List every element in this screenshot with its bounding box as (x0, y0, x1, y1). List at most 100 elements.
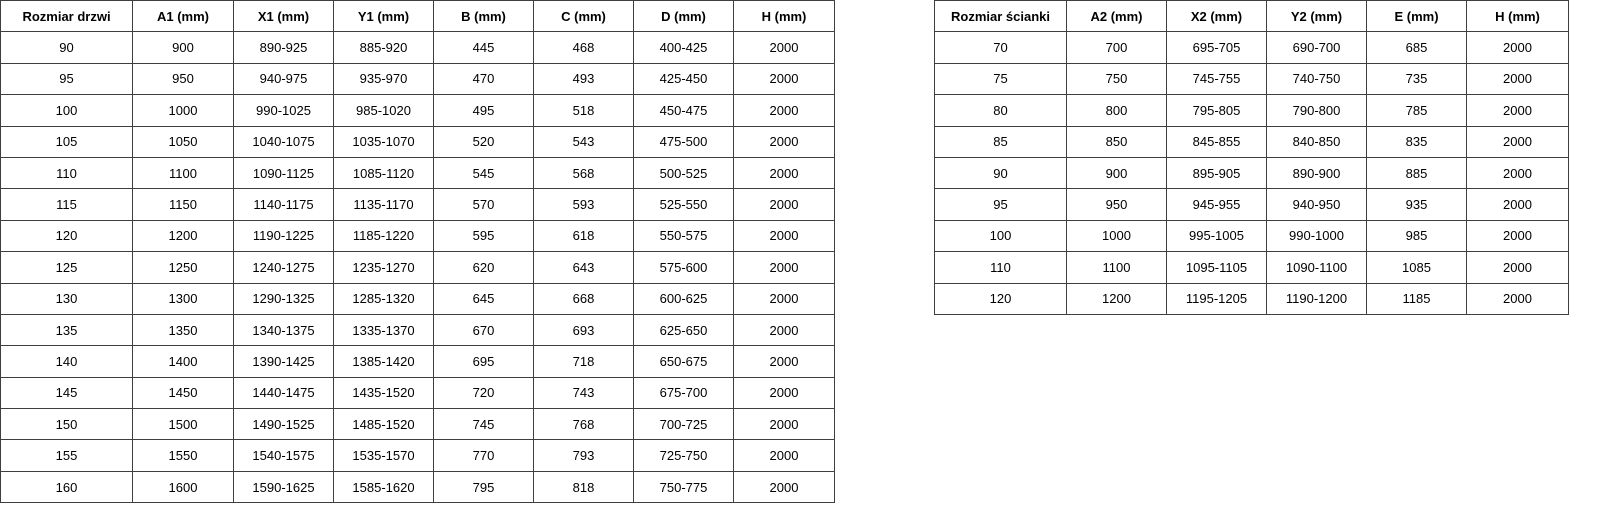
table-cell: 550-575 (633, 219, 734, 253)
table-cell: 1435-1520 (333, 376, 434, 410)
table-cell: 140 (0, 345, 133, 378)
table-cell: 1350 (132, 313, 234, 347)
table-cell: 160 (0, 470, 133, 504)
table-cell: 100 (0, 94, 133, 127)
table-cell: 850 (1066, 125, 1167, 158)
table-cell: 470 (433, 62, 534, 96)
table-cell: 1200 (1066, 282, 1167, 315)
column-header: Rozmiar drzwi (0, 0, 133, 33)
table-cell: 2000 (1466, 31, 1569, 64)
table-row: 120 1200 1195-1205 1190-1200 1185 2000 (934, 282, 1569, 315)
column-header: X1 (mm) (233, 0, 334, 33)
column-header: B (mm) (433, 0, 534, 33)
table-cell: 720 (433, 376, 534, 410)
table-cell: 695 (433, 345, 534, 378)
table-cell: 450-475 (633, 94, 734, 127)
table-cell: 105 (0, 125, 133, 158)
table-cell: 1340-1375 (233, 313, 334, 347)
table-cell: 100 (934, 219, 1067, 253)
table-cell: 545 (433, 156, 534, 190)
table-cell: 1585-1620 (333, 470, 434, 504)
table-cell: 1335-1370 (333, 313, 434, 347)
table-cell: 130 (0, 282, 133, 315)
column-header: Y1 (mm) (333, 0, 434, 33)
table-cell: 2000 (733, 188, 835, 221)
table-cell: 940-950 (1266, 188, 1367, 221)
table-cell: 1540-1575 (233, 439, 334, 472)
column-header: X2 (mm) (1166, 0, 1267, 33)
table-cell: 1235-1270 (333, 251, 434, 284)
table-row: 115 1150 1140-1175 1135-1170 570 593 525-550 20… (0, 188, 835, 221)
table-cell: 620 (433, 251, 534, 284)
table-cell: 935 (1366, 188, 1467, 221)
table-cell: 1250 (132, 251, 234, 284)
table-cell: 1450 (132, 376, 234, 410)
table-cell: 990-1000 (1266, 219, 1367, 253)
column-header: C (mm) (533, 0, 634, 33)
table-cell: 2000 (733, 313, 835, 347)
table-row: 105 1050 1040-1075 1035-1070 520 543 475-500 20… (0, 125, 835, 158)
table-cell: 2000 (733, 125, 835, 158)
header-row: Rozmiar drzwi A1 (mm) X1 (mm) Y1 (mm) B (mm)… (0, 0, 835, 33)
door-size-table: Rozmiar drzwi A1 (mm) X1 (mm) Y1 (mm) B (mm)… (0, 0, 835, 504)
table-cell: 770 (433, 439, 534, 472)
table-row: 85 850 845-855 840-850 835 2000 (934, 125, 1569, 158)
table-cell: 445 (433, 31, 534, 64)
table-cell: 795 (433, 470, 534, 504)
table-cell: 2000 (733, 439, 835, 472)
table-cell: 95 (0, 62, 133, 96)
table-row: 110 1100 1090-1125 1085-1120 545 568 500-525 20… (0, 156, 835, 190)
table-cell: 1185 (1366, 282, 1467, 315)
table-cell: 743 (533, 376, 634, 410)
table-cell: 1190-1200 (1266, 282, 1367, 315)
table-row: 90 900 890-925 885-920 445 468 400-425 2000 (0, 31, 835, 64)
table-cell: 120 (934, 282, 1067, 315)
table-cell: 2000 (733, 376, 835, 410)
table-cell: 1095-1105 (1166, 251, 1267, 284)
table-cell: 818 (533, 470, 634, 504)
table-cell: 1050 (132, 125, 234, 158)
table-cell: 2000 (1466, 251, 1569, 284)
table-cell: 2000 (733, 156, 835, 190)
table-cell: 1135-1170 (333, 188, 434, 221)
table-cell: 518 (533, 94, 634, 127)
table-cell: 885 (1366, 156, 1467, 190)
table-cell: 1000 (1066, 219, 1167, 253)
table-cell: 745-755 (1166, 62, 1267, 96)
table-cell: 520 (433, 125, 534, 158)
table-cell: 1240-1275 (233, 251, 334, 284)
table-cell: 1290-1325 (233, 282, 334, 315)
table-cell: 735 (1366, 62, 1467, 96)
table-cell: 145 (0, 376, 133, 410)
table-cell: 840-850 (1266, 125, 1367, 158)
table-cell: 1150 (132, 188, 234, 221)
table-cell: 2000 (733, 345, 835, 378)
table-row: 70 700 695-705 690-700 685 2000 (934, 31, 1569, 64)
table-cell: 525-550 (633, 188, 734, 221)
table-cell: 1195-1205 (1166, 282, 1267, 315)
table-cell: 700-725 (633, 408, 734, 441)
table-cell: 750-775 (633, 470, 734, 504)
table-cell: 668 (533, 282, 634, 315)
column-header: H (mm) (1466, 0, 1569, 33)
table-cell: 670 (433, 313, 534, 347)
table-row: 100 1000 990-1025 985-1020 495 518 450-475 2000 (0, 94, 835, 127)
table-cell: 1140-1175 (233, 188, 334, 221)
table-cell: 985 (1366, 219, 1467, 253)
table-cell: 740-750 (1266, 62, 1367, 96)
table-cell: 693 (533, 313, 634, 347)
table-cell: 990-1025 (233, 94, 334, 127)
table-row: 100 1000 995-1005 990-1000 985 2000 (934, 219, 1569, 253)
table-cell: 2000 (733, 31, 835, 64)
table-cell: 1300 (132, 282, 234, 315)
table-cell: 495 (433, 94, 534, 127)
column-header: A2 (mm) (1066, 0, 1167, 33)
table-cell: 985-1020 (333, 94, 434, 127)
header-row: Rozmiar ścianki A2 (mm) X2 (mm) Y2 (mm) E (m… (934, 0, 1569, 33)
table-cell: 950 (1066, 188, 1167, 221)
wall-size-table: Rozmiar ścianki A2 (mm) X2 (mm) Y2 (mm) E (m… (934, 0, 1569, 315)
table-row: 145 1450 1440-1475 1435-1520 720 743 675-700 20… (0, 376, 835, 410)
table-cell: 618 (533, 219, 634, 253)
table-cell: 768 (533, 408, 634, 441)
table-cell: 115 (0, 188, 133, 221)
